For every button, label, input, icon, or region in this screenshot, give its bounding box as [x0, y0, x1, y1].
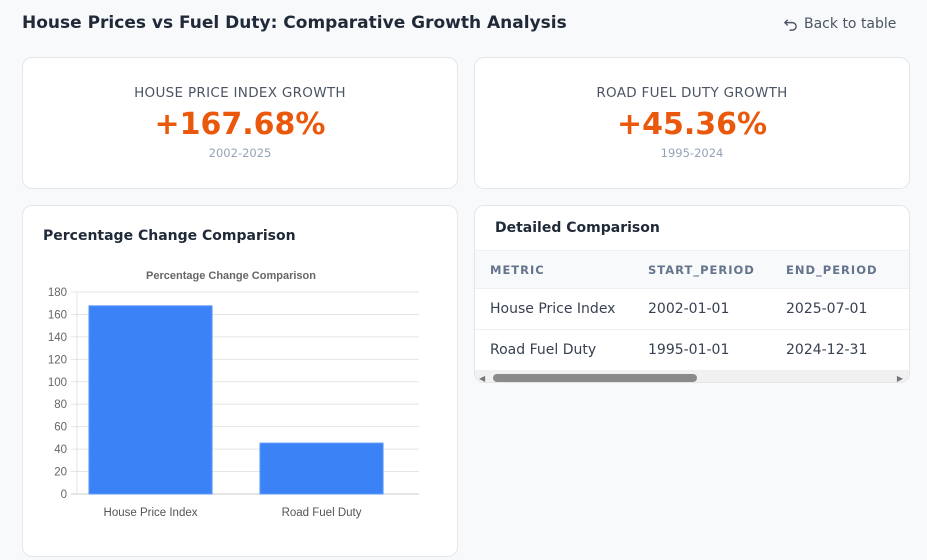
bar — [88, 305, 213, 495]
page-title: House Prices vs Fuel Duty: Comparative G… — [22, 13, 567, 33]
cell: 2025-07-01 — [771, 288, 909, 330]
column-header: METRIC — [475, 251, 633, 289]
cell: 2024-12-31 — [771, 329, 909, 371]
chart-card: Percentage Change Comparison Percentage … — [22, 205, 458, 557]
stat-period: 1995-2024 — [660, 146, 724, 160]
y-tick-label: 100 — [48, 377, 67, 389]
chart-title: Percentage Change Comparison — [146, 270, 316, 282]
stat-period: 2002-2025 — [208, 146, 272, 160]
y-tick-label: 20 — [54, 467, 67, 479]
back-label: Back to table — [804, 16, 897, 32]
scrollbar-thumb[interactable] — [493, 374, 697, 382]
table-row: House Price Index 2002-01-01 2025-07-01 — [475, 288, 909, 330]
fuel-duty-growth-card: ROAD FUEL DUTY GROWTH +45.36% 1995-2024 — [474, 57, 910, 189]
stat-value: +45.36% — [616, 107, 768, 142]
stat-value: +167.68% — [154, 107, 326, 142]
table-row: Road Fuel Duty 1995-01-01 2024-12-31 — [475, 329, 909, 371]
bar-chart: Percentage Change Comparison 0 20 40 60 80 10… — [48, 270, 419, 519]
cell: House Price Index — [475, 288, 633, 330]
chart-card-title: Percentage Change Comparison — [43, 228, 296, 244]
table-title: Detailed Comparison — [475, 206, 909, 251]
cell: Road Fuel Duty — [475, 329, 633, 371]
x-tick-label: House Price Index — [104, 507, 198, 519]
y-tick-label: 0 — [61, 489, 67, 501]
house-price-growth-card: HOUSE PRICE INDEX GROWTH +167.68% 2002-2… — [22, 57, 458, 189]
y-tick-label: 160 — [48, 309, 67, 321]
stat-label: HOUSE PRICE INDEX GROWTH — [134, 85, 346, 101]
scroll-left-icon[interactable]: ◀ — [479, 374, 486, 383]
cell: 2002-01-01 — [633, 288, 771, 330]
column-header: START_PERIOD — [633, 251, 771, 289]
stat-label: ROAD FUEL DUTY GROWTH — [596, 85, 788, 101]
y-tick-label: 60 — [54, 422, 67, 434]
undo-arrow-icon — [783, 18, 797, 31]
y-tick-label: 80 — [54, 399, 67, 411]
bar — [259, 442, 384, 495]
horizontal-scrollbar[interactable]: ◀ ▶ — [475, 371, 909, 383]
comparison-table-card: Detailed Comparison METRIC START_PERIOD … — [474, 205, 910, 383]
y-tick-label: 40 — [54, 444, 67, 456]
comparison-table: METRIC START_PERIOD END_PERIOD House Pri… — [475, 251, 909, 371]
y-tick-label: 140 — [48, 332, 67, 344]
column-header: END_PERIOD — [771, 251, 909, 289]
y-tick-label: 180 — [48, 287, 67, 299]
back-to-table-button[interactable]: Back to table — [783, 16, 896, 32]
cell: 1995-01-01 — [633, 329, 771, 371]
y-tick-label: 120 — [48, 354, 67, 366]
scroll-right-icon[interactable]: ▶ — [896, 374, 903, 383]
x-tick-label: Road Fuel Duty — [282, 507, 362, 519]
